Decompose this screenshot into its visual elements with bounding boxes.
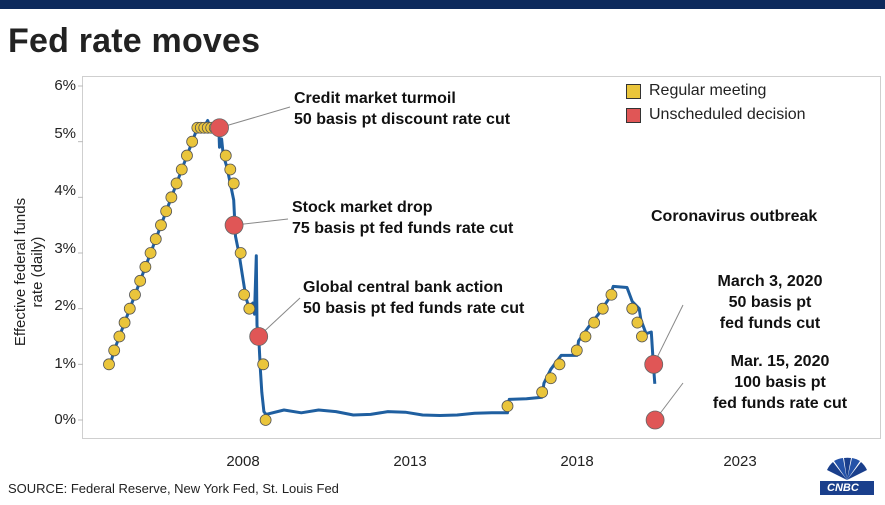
regular-meeting-point [165, 191, 178, 204]
regular-meeting-point [134, 274, 147, 287]
legend-label-unscheduled: Unscheduled decision [649, 106, 806, 123]
regular-meeting-point [626, 302, 639, 315]
x-tick-label: 2013 [393, 453, 427, 470]
annotation-line: Stock market drop [292, 199, 433, 216]
regular-meeting-point [155, 219, 167, 232]
top-banner [0, 0, 885, 9]
annotation-line: 75 basis pt fed funds rate cut [292, 220, 514, 237]
y-tick-label: 5% [54, 125, 76, 142]
annotation-line: Global central bank action [303, 279, 504, 296]
y-tick-label: 1% [54, 355, 76, 372]
regular-meeting-point [186, 135, 199, 148]
y-tick-label: 0% [54, 411, 76, 428]
annotation-line: Mar. 15, 2020 [730, 353, 830, 370]
annotation-line: Credit market turmoil [294, 90, 456, 107]
regular-meeting-point [144, 247, 157, 259]
regular-meeting-point [536, 386, 549, 399]
annotation-stock-drop: Stock market drop 75 basis pt fed funds … [292, 197, 513, 239]
regular-meeting-point [257, 358, 270, 371]
regular-meeting-point [118, 316, 131, 329]
regular-meeting-point [227, 177, 240, 190]
regular-meeting-point [160, 205, 173, 218]
regular-meeting-point [259, 414, 272, 426]
annotation-march-3: March 3, 2020 50 basis pt fed funds cut [690, 271, 850, 334]
page-title: Fed rate moves [8, 22, 261, 60]
regular-meeting-point [113, 330, 126, 343]
annotation-global-action: Global central bank action 50 basis pt f… [303, 277, 524, 319]
annotation-leader-line [258, 297, 301, 337]
annotation-march-15: Mar. 15, 2020 100 basis pt fed funds rat… [690, 351, 870, 414]
legend-swatch-regular [626, 83, 641, 99]
x-tick-label: 2018 [560, 453, 594, 470]
unscheduled-decision-point [249, 327, 269, 346]
fed-funds-rate-line [106, 119, 657, 417]
regular-meeting-point [139, 261, 152, 273]
annotation-leader-line [653, 304, 684, 365]
regular-meeting-point [605, 288, 618, 301]
annotation-line: 50 basis pt [728, 294, 812, 311]
annotation-line: 100 basis pt [734, 374, 826, 391]
regular-meeting-point [570, 344, 583, 357]
unscheduled-decision-point [210, 118, 229, 138]
regular-meeting-point [123, 302, 136, 315]
annotation-line: 50 basis pt fed funds rate cut [303, 300, 525, 317]
regular-meeting-point [544, 372, 557, 385]
annotation-coronavirus: Coronavirus outbreak [651, 206, 817, 227]
regular-meeting-point [243, 302, 256, 315]
regular-meeting-point [103, 358, 115, 371]
unscheduled-decision-point [224, 215, 244, 235]
regular-meeting-point [219, 149, 232, 162]
regular-meeting-point [181, 149, 193, 162]
y-tick-label: 4% [54, 182, 76, 199]
y-tick-label: 6% [54, 77, 76, 94]
legend-label-regular: Regular meeting [649, 82, 767, 99]
legend-item-unscheduled: Unscheduled decision [626, 103, 806, 127]
source-note: SOURCE: Federal Reserve, New York Fed, S… [8, 481, 339, 496]
regular-meeting-point [170, 177, 183, 190]
regular-meeting-point [553, 358, 566, 371]
cnbc-wordmark: CNBC [827, 482, 859, 494]
annotation-line: March 3, 2020 [717, 273, 823, 290]
regular-meeting-point [579, 330, 592, 343]
regular-meeting-point [108, 344, 121, 357]
regular-meeting-point [501, 400, 514, 412]
annotation-line: fed funds cut [719, 315, 821, 332]
regular-meeting-point [238, 288, 251, 301]
regular-meeting-point [224, 163, 237, 176]
regular-meeting-point [588, 316, 601, 329]
y-tick-label: 3% [54, 240, 76, 257]
annotation-credit-turmoil: Credit market turmoil 50 basis pt discou… [294, 88, 510, 130]
annotation-line: Coronavirus outbreak [651, 208, 818, 225]
regular-meeting-point [596, 302, 609, 315]
legend-swatch-unscheduled [626, 107, 641, 123]
regular-meeting-point [234, 247, 247, 259]
regular-meeting-point [631, 316, 644, 329]
y-axis-label: Effective federal funds rate (daily) [12, 197, 46, 347]
annotation-line: fed funds rate cut [712, 395, 848, 412]
regular-meeting-point [129, 288, 141, 301]
x-tick-label: 2008 [226, 453, 260, 470]
x-tick-label: 2023 [723, 453, 757, 470]
annotation-line: 50 basis pt discount rate cut [294, 111, 511, 128]
unscheduled-decision-point [644, 354, 664, 374]
cnbc-peacock-icon [820, 457, 874, 495]
regular-meeting-point [149, 233, 162, 245]
annotation-leader-line [219, 106, 291, 129]
regular-meeting-point [175, 163, 188, 176]
regular-meeting-point [636, 330, 648, 343]
legend-item-regular: Regular meeting [626, 79, 806, 103]
unscheduled-decision-point [645, 410, 665, 430]
chart-legend: Regular meeting Unscheduled decision [626, 79, 806, 127]
y-tick-label: 2% [54, 297, 76, 314]
plot-frame [82, 76, 881, 439]
